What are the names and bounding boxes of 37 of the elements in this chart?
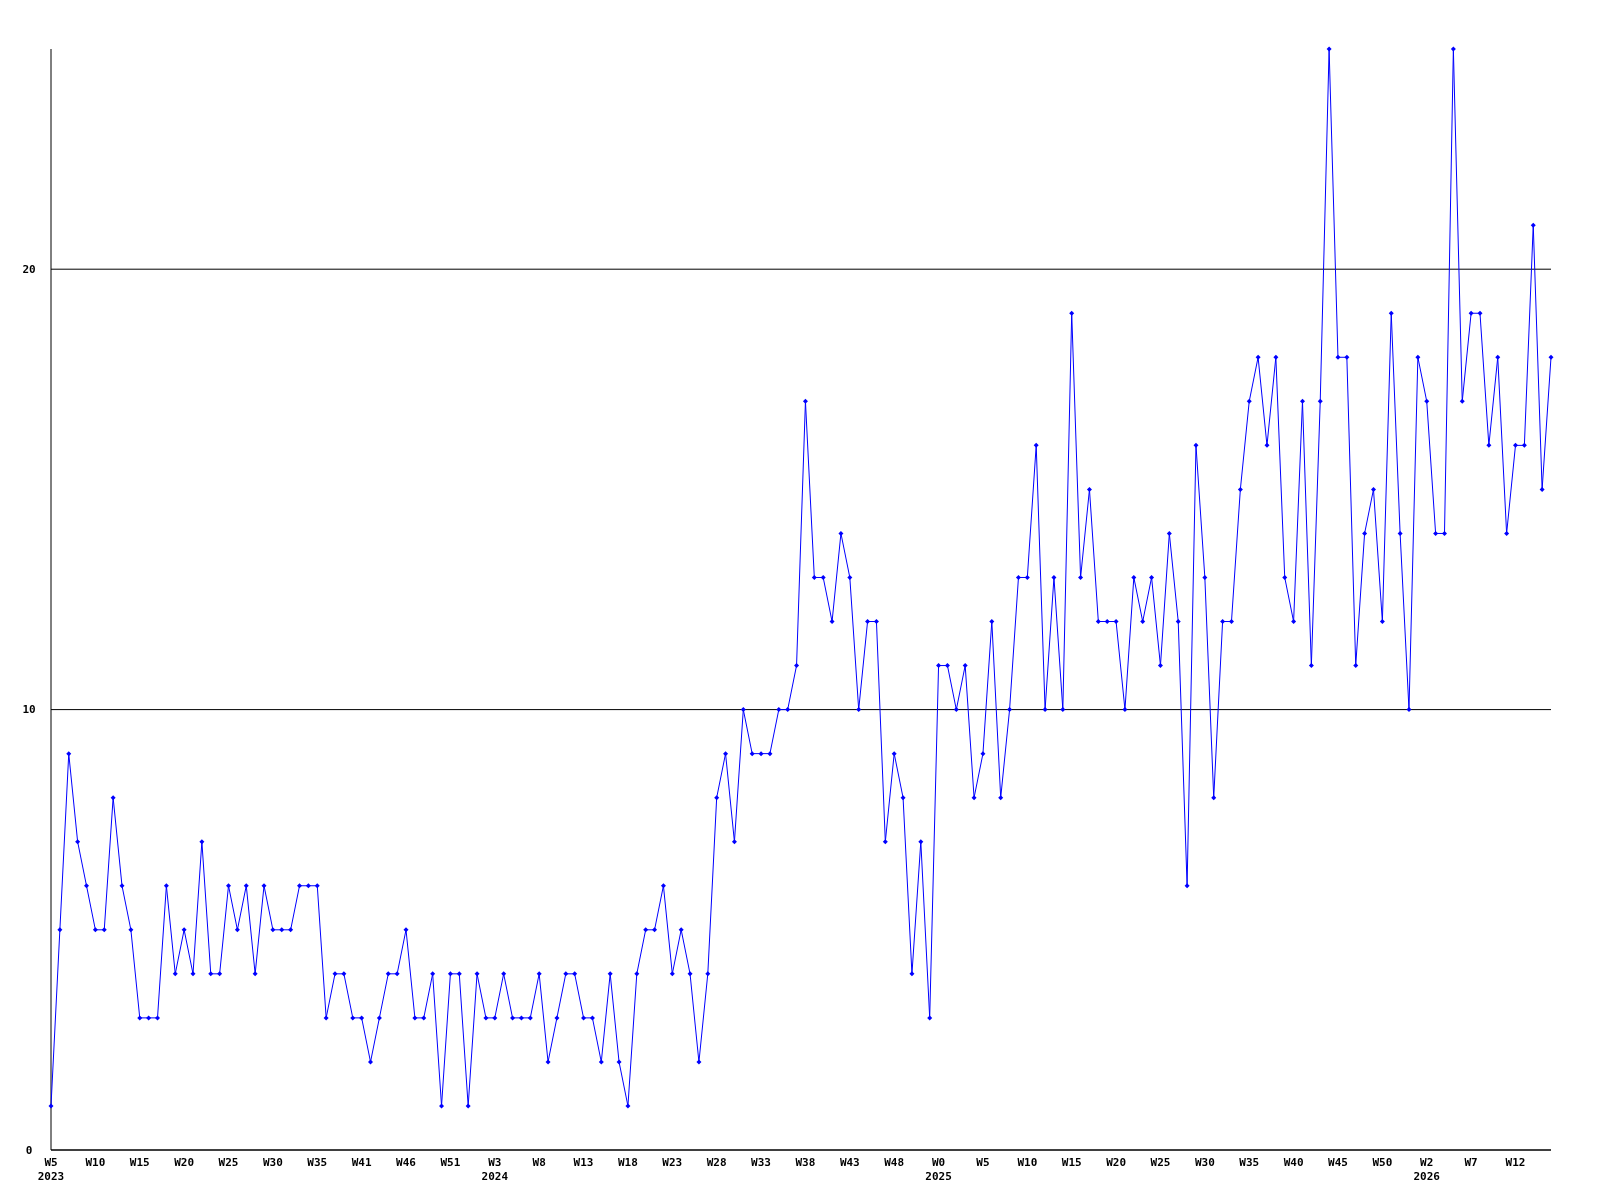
- y-tick-label: 10: [22, 703, 36, 717]
- x-tick-label: W15: [129, 1156, 150, 1169]
- x-tick-label: W30: [1194, 1156, 1215, 1169]
- x-tick-label: W45: [1328, 1156, 1348, 1169]
- x-tick-label: W40: [1283, 1156, 1304, 1169]
- x-tick-label: W50: [1372, 1156, 1393, 1169]
- x-tick-label: W5: [976, 1156, 990, 1169]
- x-tick-label: W12: [1505, 1156, 1526, 1169]
- x-tick-label: W46: [396, 1156, 417, 1169]
- x-tick-label: W13: [573, 1156, 594, 1169]
- x-tick-label: W2 2026: [1413, 1156, 1441, 1183]
- x-tick-label: W5 2023: [37, 1156, 65, 1183]
- x-tick-label: W23: [662, 1156, 683, 1169]
- x-tick-label: W10: [85, 1156, 106, 1169]
- x-tick-label: W20: [174, 1156, 195, 1169]
- x-tick-label: W15: [1061, 1156, 1082, 1169]
- x-tick-label: W28: [706, 1156, 727, 1169]
- x-tick-label: W0 2025: [925, 1156, 952, 1183]
- x-tick-label: W41: [351, 1156, 372, 1169]
- x-tick-label: W20: [1106, 1156, 1127, 1169]
- y-tick-label: 20: [22, 263, 36, 277]
- x-tick-label: W35: [1239, 1156, 1260, 1169]
- y-tick-label: 0: [25, 1143, 33, 1157]
- x-tick-label: W35: [307, 1156, 328, 1169]
- x-tick-label: W51: [440, 1156, 461, 1169]
- x-tick-label: W7: [1464, 1156, 1478, 1169]
- x-tick-label: W38: [795, 1156, 816, 1169]
- x-tick-label: W25: [218, 1156, 239, 1169]
- x-tick-label: W30: [262, 1156, 283, 1169]
- x-tick-label: W10: [1017, 1156, 1038, 1169]
- x-tick-label: W8: [532, 1156, 546, 1169]
- x-tick-label: W43: [839, 1156, 860, 1169]
- x-tick-label: W48: [884, 1156, 905, 1169]
- x-tick-label: W18: [617, 1156, 638, 1169]
- x-tick-label: W3 2024: [481, 1156, 509, 1183]
- x-tick-label: W33: [751, 1156, 771, 1169]
- x-tick-label: W25: [1150, 1156, 1171, 1169]
